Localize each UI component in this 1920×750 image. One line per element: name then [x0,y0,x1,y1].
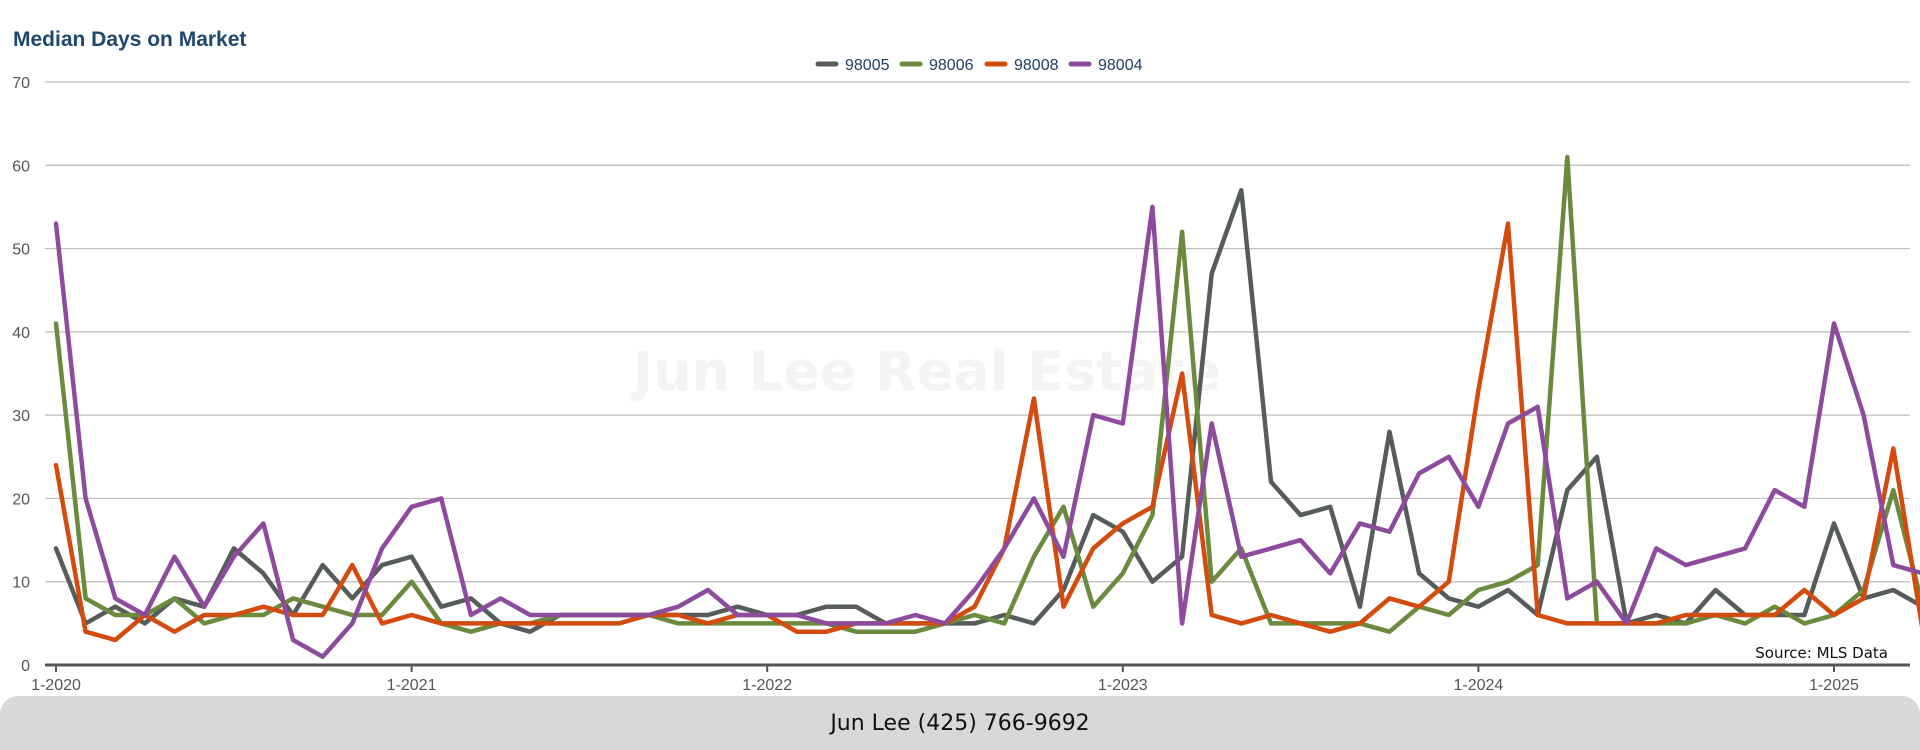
gridlines [45,81,1910,583]
footer-bar: Jun Lee (425) 766-9692 [0,696,1920,750]
legend-label-98008: 98008 [1014,57,1059,74]
y-axis: 0 10 20 30 40 50 60 70 [12,75,30,675]
x-tick-label: 1-2021 [387,677,437,694]
x-tick-label: 1-2023 [1098,677,1148,694]
footer-contact: Jun Lee (425) 766-9692 [830,710,1090,736]
chart-title: Median Days on Market [13,28,246,51]
series-lines [53,154,1920,659]
y-tick-label: 10 [12,575,30,592]
x-tick-label: 1-2022 [742,677,792,694]
legend-label-98006: 98006 [929,57,974,74]
watermark: Jun Lee Real Estate [629,340,1221,403]
x-tick-label: 1-2020 [31,677,81,694]
series-line-98008 [53,221,1920,643]
x-tick-label: 1-2024 [1453,677,1503,694]
legend-label-98004: 98004 [1098,57,1143,74]
series-line-98004 [53,204,1920,659]
y-tick-label: 70 [12,75,30,92]
legend-label-98005: 98005 [845,57,890,74]
source-note: Source: MLS Data [1755,644,1888,662]
y-tick-label: 20 [12,491,30,508]
y-tick-label: 0 [21,658,30,675]
series-line-98005 [53,188,1920,634]
x-tick-label: 1-2025 [1809,677,1859,694]
y-tick-label: 50 [12,242,30,259]
y-tick-label: 40 [12,325,30,342]
y-tick-label: 60 [12,158,30,175]
x-axis: 1-2020 1-2021 1-2022 1-2023 1-2024 1-2025 [31,663,1910,694]
legend: 98005 98006 98008 98004 [815,57,1143,74]
y-tick-label: 30 [12,408,30,425]
